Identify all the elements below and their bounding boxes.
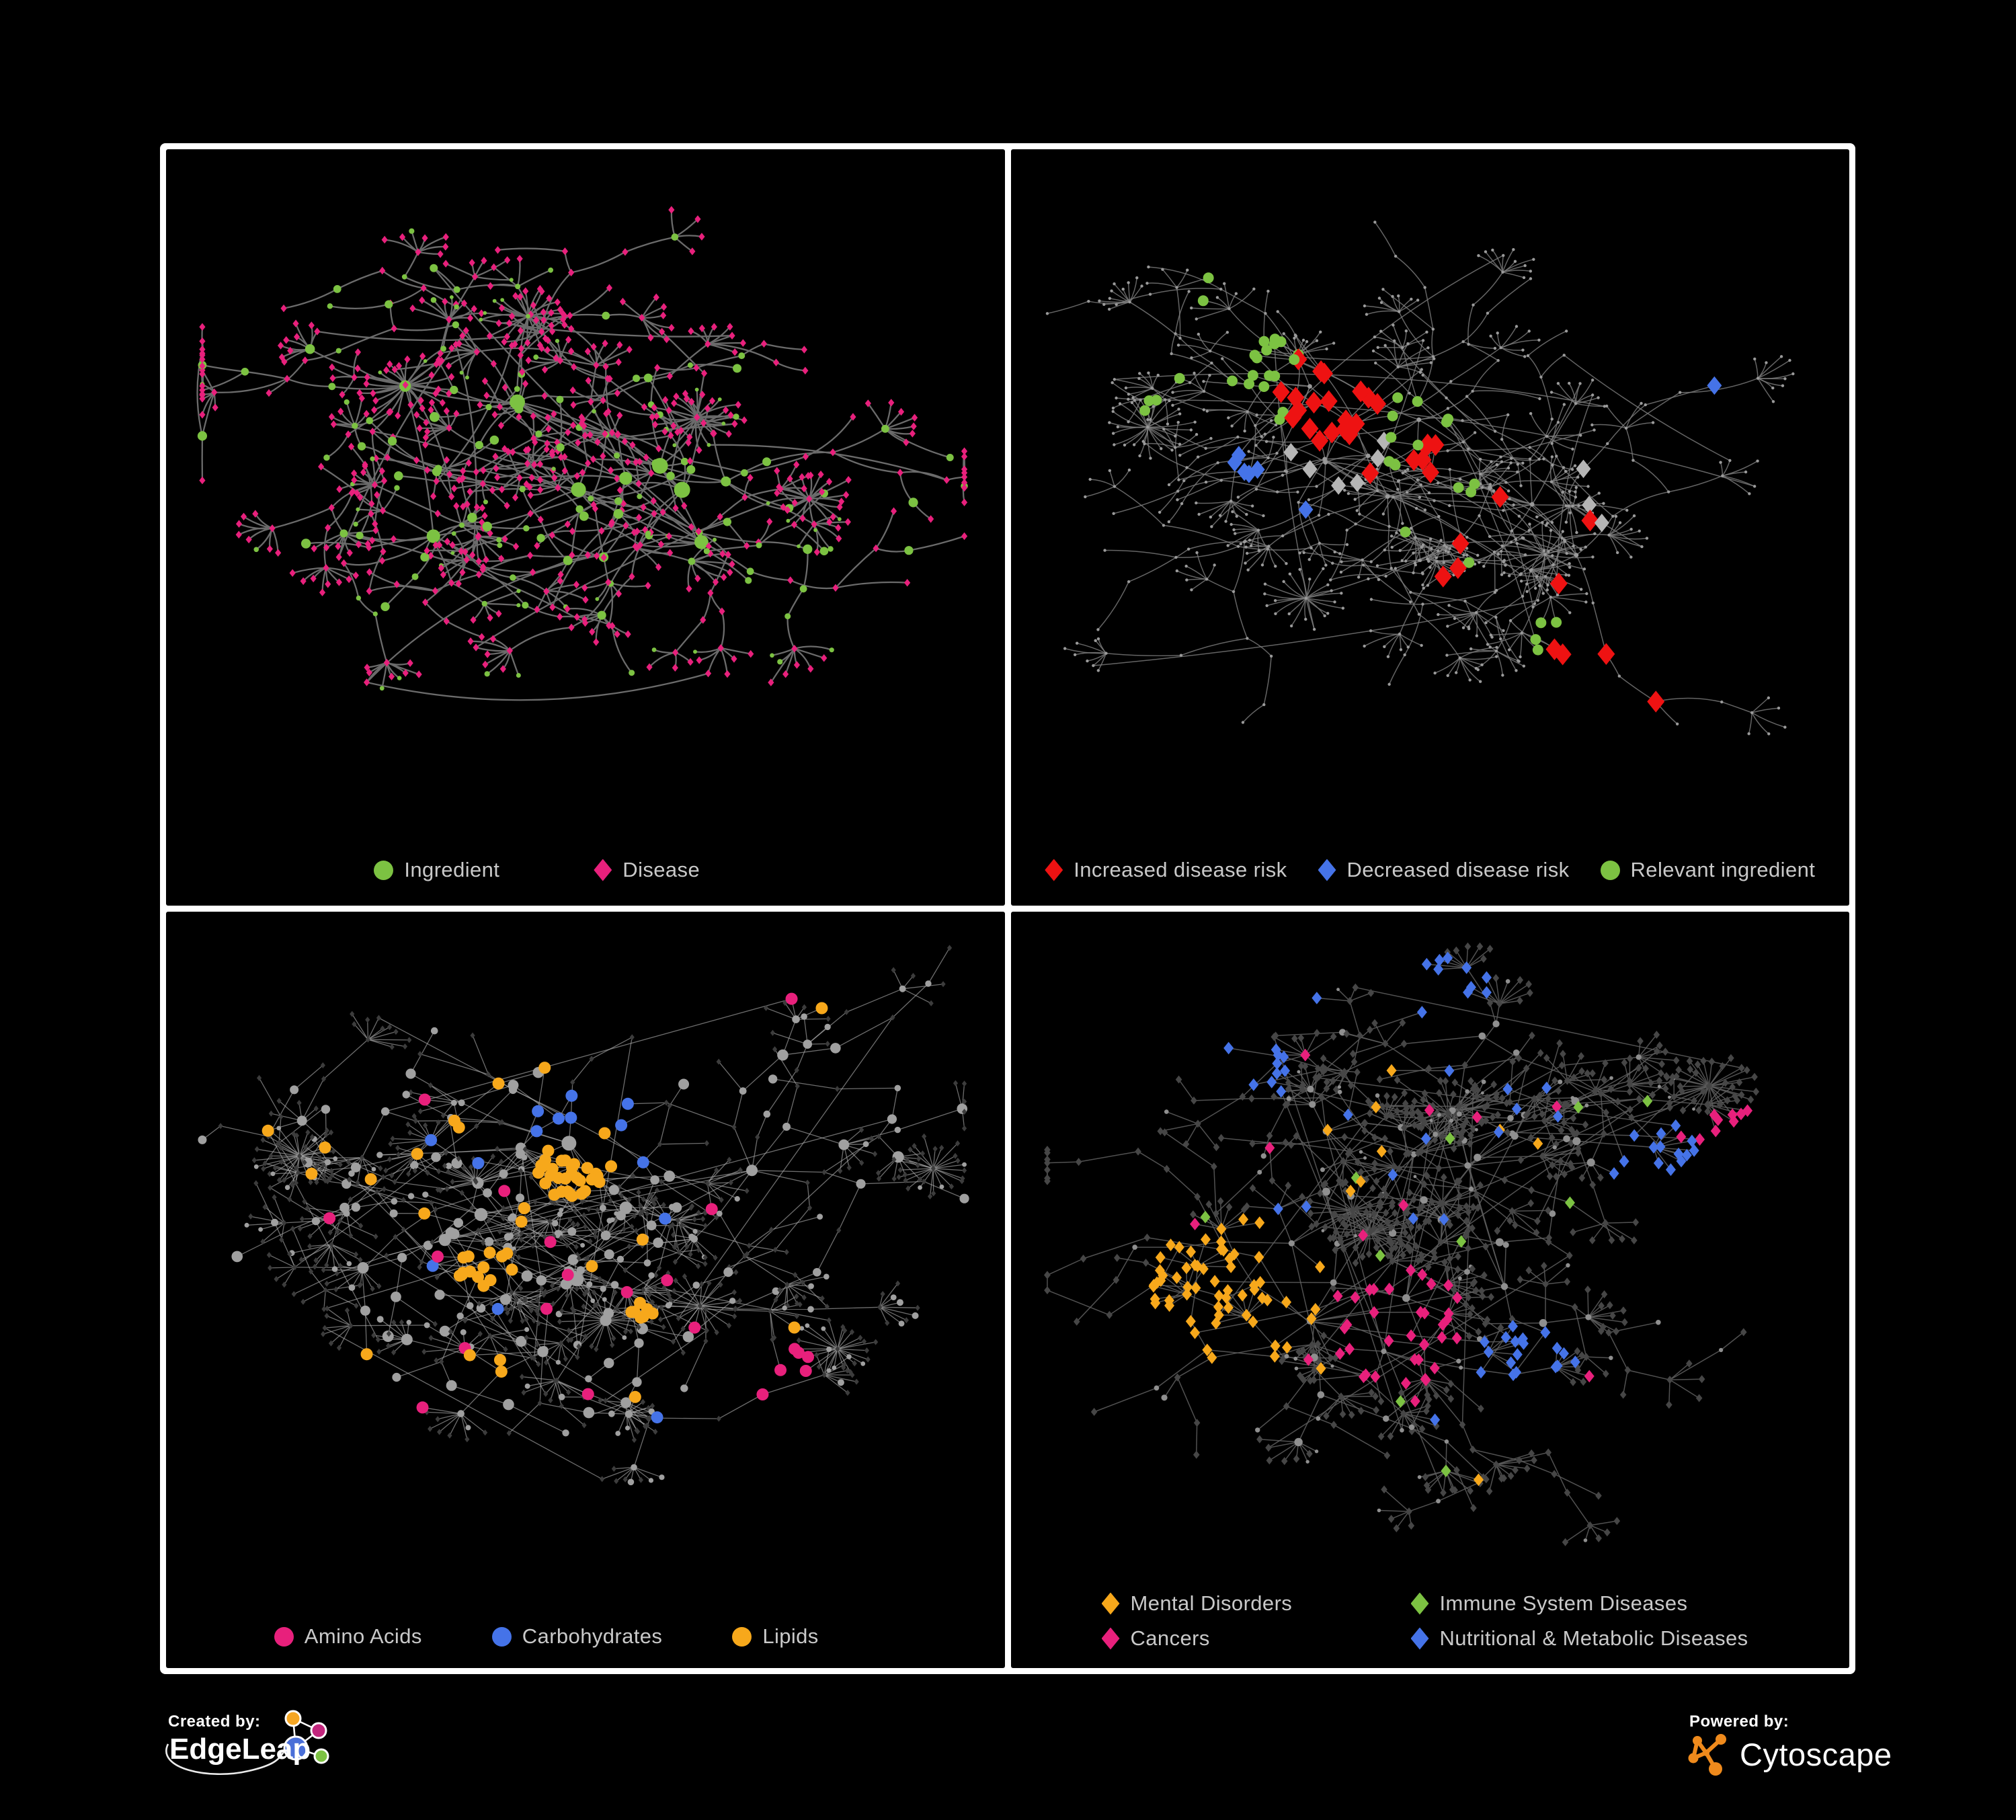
cytoscape-network-icon [1688, 1734, 1726, 1776]
edgeleap-node-cluster-icon [283, 1710, 329, 1764]
edgeleap-wordmark: EdgeLeap [169, 1733, 311, 1766]
network-canvas-nutrient-classes [198, 945, 969, 1486]
network-canvas-disease-classes [1043, 942, 1759, 1546]
powered-by-label: Powered by: [1689, 1712, 1789, 1731]
panel-ingredient-disease: Ingredient Disease [166, 149, 1005, 906]
figure-grid: Ingredient Disease Increased disease risk… [160, 143, 1855, 1674]
panel-disease-risk: Increased disease risk Decreased disease … [1010, 149, 1849, 906]
created-by-label: Created by: [168, 1712, 261, 1731]
edgeleap-logo: EdgeLeap [165, 1710, 329, 1776]
panel-disease-classes: Mental Disorders Immune System Diseases Ca… [1010, 912, 1849, 1668]
cytoscape-wordmark: Cytoscape [1740, 1736, 1892, 1772]
panel-nutrient-classes: Amino Acids Carbohydrates Lipids [166, 912, 1005, 1668]
network-canvas-ingredient-disease [196, 206, 968, 701]
cytoscape-logo: Cytoscape [1686, 1732, 1892, 1776]
network-canvas-disease-risk [1045, 221, 1795, 736]
